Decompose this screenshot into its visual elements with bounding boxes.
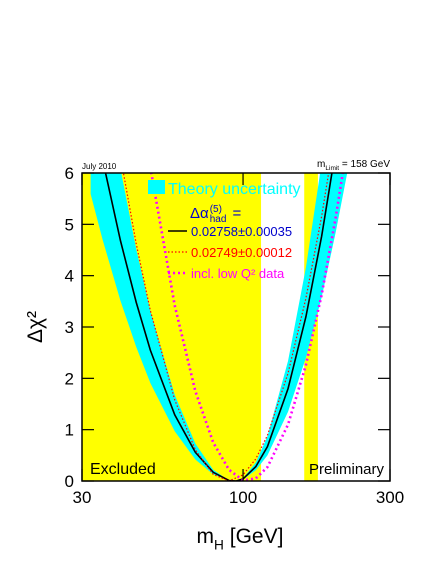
note-right-after: = 158 GeV (339, 159, 390, 170)
note-right-main: m (317, 159, 325, 170)
status-label: Preliminary (309, 461, 385, 478)
y-tick-label: 0 (65, 472, 74, 491)
legend-header-main: Δα (190, 205, 209, 222)
y-tick-label: 1 (65, 421, 74, 440)
x-tick-label: 300 (376, 488, 404, 507)
x-axis-label-after: [GeV] (224, 525, 284, 548)
y-tick-label: 4 (65, 267, 74, 286)
legend-header-after: = (228, 205, 241, 222)
note-right-sub: Limit (325, 165, 339, 172)
x-axis-label-sub: H (214, 537, 224, 552)
legend-header-sub: had (210, 214, 227, 225)
legend-header: Δα(5) had = (190, 204, 242, 225)
y-tick-label: 2 (65, 369, 74, 388)
x-axis-label: mH [GeV] (197, 525, 284, 552)
y-axis-label: Δχ² (24, 311, 47, 343)
y-tick-label: 5 (65, 215, 74, 234)
x-tick-label: 100 (229, 488, 257, 507)
y-tick-label: 6 (65, 164, 74, 183)
legend-band-swatch (148, 180, 165, 194)
excluded-label: Excluded (90, 461, 156, 478)
note-left: July 2010 (82, 162, 117, 171)
legend-label: 0.02758±0.00035 (191, 224, 292, 239)
legend-header-sup: (5) (210, 204, 222, 215)
series-line (122, 173, 330, 481)
x-tick-label: 30 (73, 488, 92, 507)
x-axis-label-main: m (197, 525, 215, 548)
y-tick-label: 3 (65, 318, 74, 337)
legend-band-label: Theory uncertainty (168, 181, 301, 198)
legend-label: 0.02749±0.00012 (191, 245, 292, 260)
legend-label: incl. low Q² data (191, 266, 285, 281)
plot-area (82, 173, 348, 481)
note-right: mLimit = 158 GeV (317, 159, 390, 172)
